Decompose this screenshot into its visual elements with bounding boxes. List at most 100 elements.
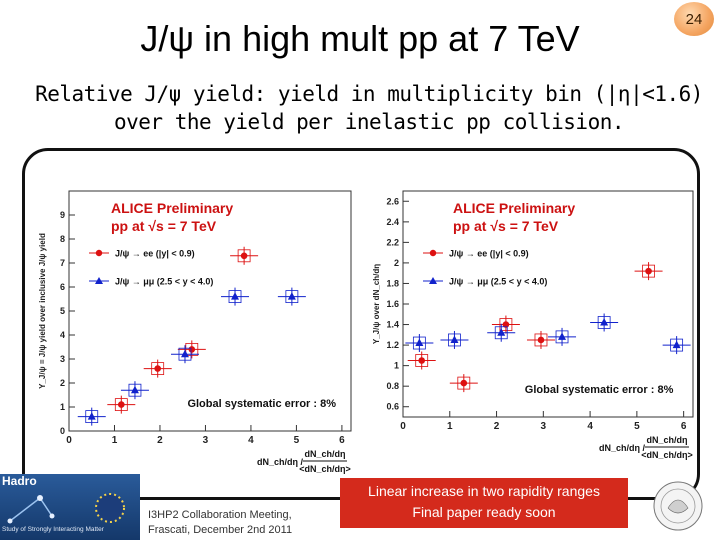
syst-box xyxy=(457,376,471,390)
x-axis-label-numerator: dN_ch/dη xyxy=(304,449,345,459)
x-axis-label-prefix: dN_ch/dη / xyxy=(599,443,646,453)
x-tick-label: 6 xyxy=(681,421,687,432)
data-point xyxy=(418,357,426,364)
logo-subtext: Study of Strongly Interacting Matter xyxy=(2,526,104,533)
slide-number-badge: 24 xyxy=(674,2,714,36)
systematic-error-label: Global systematic error : 8% xyxy=(187,398,336,410)
highlight-line-2: Final paper ready soon xyxy=(412,504,556,520)
data-point xyxy=(87,412,96,420)
meeting-line-2: Frascati, December 2nd 2011 xyxy=(148,524,293,536)
y-tick-label: 8 xyxy=(60,234,65,244)
data-point xyxy=(287,292,296,300)
y-tick-label: 1 xyxy=(60,402,65,412)
x-axis-label-denominator: <dN_ch/dη> xyxy=(299,464,351,474)
data-point xyxy=(450,335,459,343)
subtitle-line-2: over the yield per inelastic pp collisio… xyxy=(113,110,625,134)
syst-box xyxy=(178,347,192,361)
x-tick-label: 2 xyxy=(157,435,163,446)
x-tick-label: 4 xyxy=(248,435,254,446)
syst-box xyxy=(151,362,165,376)
logo-text: Hadro xyxy=(2,474,37,488)
data-point xyxy=(672,340,681,349)
y-tick-label: 6 xyxy=(60,282,65,292)
legend-marker xyxy=(429,249,437,257)
y-tick-label: 1 xyxy=(394,361,399,371)
syst-box xyxy=(494,326,508,340)
y-tick-label: 1.4 xyxy=(386,320,399,330)
x-tick-label: 1 xyxy=(112,435,118,446)
data-point xyxy=(130,385,139,394)
y-tick-label: 4 xyxy=(60,330,65,340)
y-tick-label: 7 xyxy=(60,258,65,268)
plots-frame: 0 1 2 3 4 5 6 0 1 2 3 4 5 6 7 8 9 Y_J/ψ = J/ψ yield over … xyxy=(22,148,700,500)
legend-label: J/ψ → μμ (2.5 < y < 4.0) xyxy=(115,277,213,287)
highlight-box: Linear increase in two rapidity ranges F… xyxy=(340,478,628,528)
y-axis-label: Y_J/ψ = J/ψ yield over inclusive J/ψ yie… xyxy=(38,233,47,389)
legend-label: J/ψ → ee (|y| < 0.9) xyxy=(449,249,529,259)
y-tick-label: 2.2 xyxy=(386,237,399,247)
x-axis-label-denominator: <dN_ch/dη> xyxy=(641,450,693,460)
y-tick-label: 2.6 xyxy=(386,196,399,206)
syst-box xyxy=(555,330,569,344)
x-axis-label-numerator: dN_ch/dη xyxy=(646,435,687,445)
legend-marker xyxy=(95,277,103,284)
syst-box xyxy=(285,290,299,304)
x-tick-label: 5 xyxy=(634,421,640,432)
data-point xyxy=(460,379,468,387)
chart-header-line-2: pp at √s = 7 TeV xyxy=(111,218,217,234)
slide-subtitle: Relative J/ψ yield: yield in multiplicit… xyxy=(24,80,714,136)
data-point xyxy=(415,338,424,347)
legend-marker xyxy=(95,249,103,257)
syst-box xyxy=(534,333,548,347)
syst-box xyxy=(448,333,461,347)
data-point xyxy=(558,332,567,340)
syst-box xyxy=(128,383,142,397)
y-tick-label: 3 xyxy=(60,354,65,364)
syst-box xyxy=(415,354,429,367)
data-point xyxy=(180,349,189,358)
y-tick-label: 1.8 xyxy=(386,278,399,288)
x-tick-label: 6 xyxy=(339,435,345,446)
x-tick-label: 0 xyxy=(400,421,406,432)
legend-label: J/ψ → μμ (2.5 < y < 4.0) xyxy=(449,277,547,287)
meeting-info: I3HP2 Collaboration Meeting, Frascati, D… xyxy=(148,508,318,538)
y-tick-label: 0.6 xyxy=(386,402,399,412)
syst-box xyxy=(412,336,426,350)
subtitle-line-1: Relative J/ψ yield: yield in multiplicit… xyxy=(35,82,703,106)
y-tick-label: 0.8 xyxy=(386,381,399,391)
y-tick-label: 1.6 xyxy=(386,299,399,309)
data-point xyxy=(600,317,609,326)
legend-label: J/ψ → ee (|y| < 0.9) xyxy=(115,249,195,259)
chart-header-line-2: pp at √s = 7 TeV xyxy=(453,218,559,234)
chart-header-line-1: ALICE Preliminary xyxy=(111,200,233,216)
x-tick-label: 5 xyxy=(294,435,300,446)
x-tick-label: 2 xyxy=(494,421,500,432)
data-point xyxy=(240,252,248,260)
meeting-line-1: I3HP2 Collaboration Meeting, xyxy=(148,509,292,521)
syst-box xyxy=(237,249,251,263)
logo-graphic xyxy=(7,493,125,524)
data-point xyxy=(497,328,506,336)
highlight-line-1: Linear increase in two rapidity ranges xyxy=(368,483,600,499)
slide-title: J/ψ in high mult pp at 7 TeV xyxy=(140,18,580,59)
data-point xyxy=(645,267,652,275)
y-tick-label: 9 xyxy=(60,210,65,220)
data-point xyxy=(502,321,510,328)
chart-header-line-1: ALICE Preliminary xyxy=(453,200,575,216)
syst-box xyxy=(228,290,242,304)
x-tick-label: 1 xyxy=(447,421,453,432)
plots-svg: 0 1 2 3 4 5 6 0 1 2 3 4 5 6 7 8 9 Y_J/ψ = J/ψ yield over … xyxy=(38,190,694,474)
data-point xyxy=(188,346,196,353)
institute-logo xyxy=(653,481,703,531)
syst-box xyxy=(597,316,611,329)
y-tick-label: 2 xyxy=(394,258,399,268)
chart-panel-2: 0 1 2 3 4 5 6 0.6 0.8 1 1.2 1.4 1.6 1.8 2 2.2 2.4 2.6 Y_J/… xyxy=(372,190,694,460)
data-point xyxy=(154,365,161,372)
y-tick-label: 5 xyxy=(60,306,65,316)
data-point xyxy=(231,292,240,300)
y-axis-label: Y_J/ψ over dN_ch/dη xyxy=(372,264,381,344)
x-tick-label: 0 xyxy=(66,435,72,446)
y-tick-label: 1.2 xyxy=(386,340,399,350)
y-tick-label: 0 xyxy=(60,426,65,436)
syst-box xyxy=(670,338,684,352)
